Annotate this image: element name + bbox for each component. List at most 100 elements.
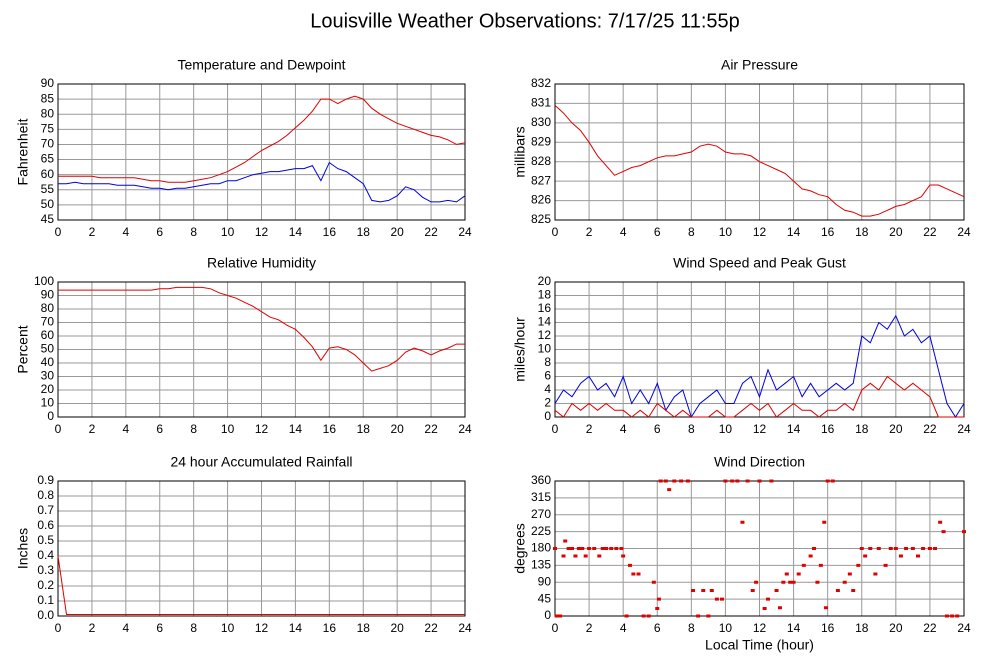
data-point	[553, 547, 557, 550]
x-tick-label: 8	[688, 621, 695, 635]
data-point	[955, 614, 960, 618]
data-point	[667, 488, 672, 492]
y-tick-label: 0.9	[37, 473, 54, 487]
data-line	[554, 314, 965, 419]
x-tick-label: 4	[122, 225, 129, 239]
data-point	[750, 589, 755, 592]
y-tick-label: 180	[531, 541, 551, 555]
y-tick-label: 50	[41, 342, 55, 356]
x-tick-label: 12	[255, 225, 269, 239]
y-axis-label: Percent	[15, 325, 31, 373]
data-line	[554, 105, 965, 217]
panel-title: Wind Speed and Peak Gust	[673, 255, 846, 271]
y-tick-label: 10	[538, 342, 552, 356]
data-point	[723, 479, 728, 483]
y-tick-label: 135	[531, 558, 551, 572]
y-tick-label: 4	[544, 382, 551, 396]
data-point	[851, 589, 856, 592]
y-tick-label: 6	[544, 369, 551, 383]
x-tick-label: 4	[122, 422, 129, 436]
y-tick-label: 20	[538, 274, 552, 288]
y-tick-label: 827	[531, 173, 551, 187]
panel-title: 24 hour Accumulated Rainfall	[170, 454, 352, 470]
data-line	[58, 95, 466, 183]
y-tick-label: 30	[41, 369, 55, 383]
y-tick-label: 225	[531, 524, 551, 538]
x-tick-label: 8	[190, 621, 197, 635]
x-tick-label: 4	[620, 422, 627, 436]
data-point	[769, 479, 774, 483]
data-point	[580, 547, 585, 550]
x-tick-label: 24	[458, 225, 472, 239]
y-tick-label: 45	[538, 591, 552, 605]
data-point	[636, 572, 641, 576]
y-axis-label: Fahrenheit	[15, 118, 31, 185]
data-point	[609, 547, 614, 550]
data-point	[709, 589, 714, 592]
x-tick-label: 10	[719, 225, 733, 239]
data-point	[859, 547, 864, 550]
panel-title: Wind Direction	[714, 454, 805, 470]
data-point	[563, 539, 568, 543]
y-tick-label: 828	[531, 154, 551, 168]
data-point	[941, 530, 946, 534]
data-point	[784, 572, 789, 576]
data-point	[868, 547, 873, 550]
panel-title: Temperature and Dewpoint	[177, 57, 345, 73]
panel-title: Air Pressure	[721, 57, 798, 73]
x-tick-label: 4	[620, 621, 627, 635]
data-point	[856, 563, 861, 567]
y-axis-label: Inches	[15, 528, 31, 569]
y-tick-label: 80	[41, 106, 55, 120]
data-point	[691, 589, 696, 592]
data-point	[863, 554, 868, 558]
data-point	[646, 614, 651, 618]
x-tick-label: 16	[323, 225, 337, 239]
y-tick-label: 0.6	[37, 518, 54, 532]
data-point	[904, 547, 909, 550]
data-point	[801, 563, 806, 567]
x-tick-label: 22	[923, 621, 937, 635]
x-tick-label: 4	[122, 621, 129, 635]
x-tick-label: 0	[55, 422, 62, 436]
y-tick-label: 40	[41, 355, 55, 369]
x-tick-label: 6	[156, 225, 163, 239]
y-tick-label: 0	[544, 409, 551, 423]
data-point	[655, 607, 660, 610]
y-tick-label: 60	[41, 167, 55, 181]
x-tick-label: 22	[424, 422, 438, 436]
x-tick-label: 14	[289, 621, 303, 635]
data-point	[714, 597, 719, 601]
x-tick-label: 14	[289, 422, 303, 436]
data-point	[600, 547, 605, 550]
data-point	[614, 547, 619, 550]
data-point	[962, 530, 966, 534]
x-tick-label: 2	[89, 422, 96, 436]
data-point	[720, 597, 725, 601]
y-tick-label: 50	[41, 197, 55, 211]
y-tick-label: 0.7	[37, 503, 54, 517]
data-point	[825, 479, 830, 483]
data-point	[754, 580, 759, 584]
x-tick-label: 6	[654, 225, 661, 239]
panel-title: Relative Humidity	[207, 255, 316, 271]
page-title: Louisville Weather Observations: 7/17/25…	[310, 10, 740, 32]
x-tick-label: 8	[688, 422, 695, 436]
x-tick-label: 14	[787, 422, 801, 436]
data-point	[597, 554, 602, 558]
x-tick-label: 22	[923, 422, 937, 436]
data-line	[554, 375, 964, 418]
x-tick-label: 2	[586, 422, 593, 436]
data-point	[847, 572, 852, 576]
x-tick-label: 18	[357, 621, 371, 635]
x-tick-label: 16	[323, 422, 337, 436]
x-tick-label: 18	[357, 225, 371, 239]
data-point	[893, 547, 898, 550]
data-line	[58, 286, 465, 372]
y-axis-label: degrees	[512, 523, 528, 574]
x-tick-label: 6	[156, 621, 163, 635]
x-tick-label: 24	[458, 621, 472, 635]
data-point	[740, 520, 745, 524]
data-point	[656, 597, 661, 601]
data-point	[658, 479, 663, 483]
